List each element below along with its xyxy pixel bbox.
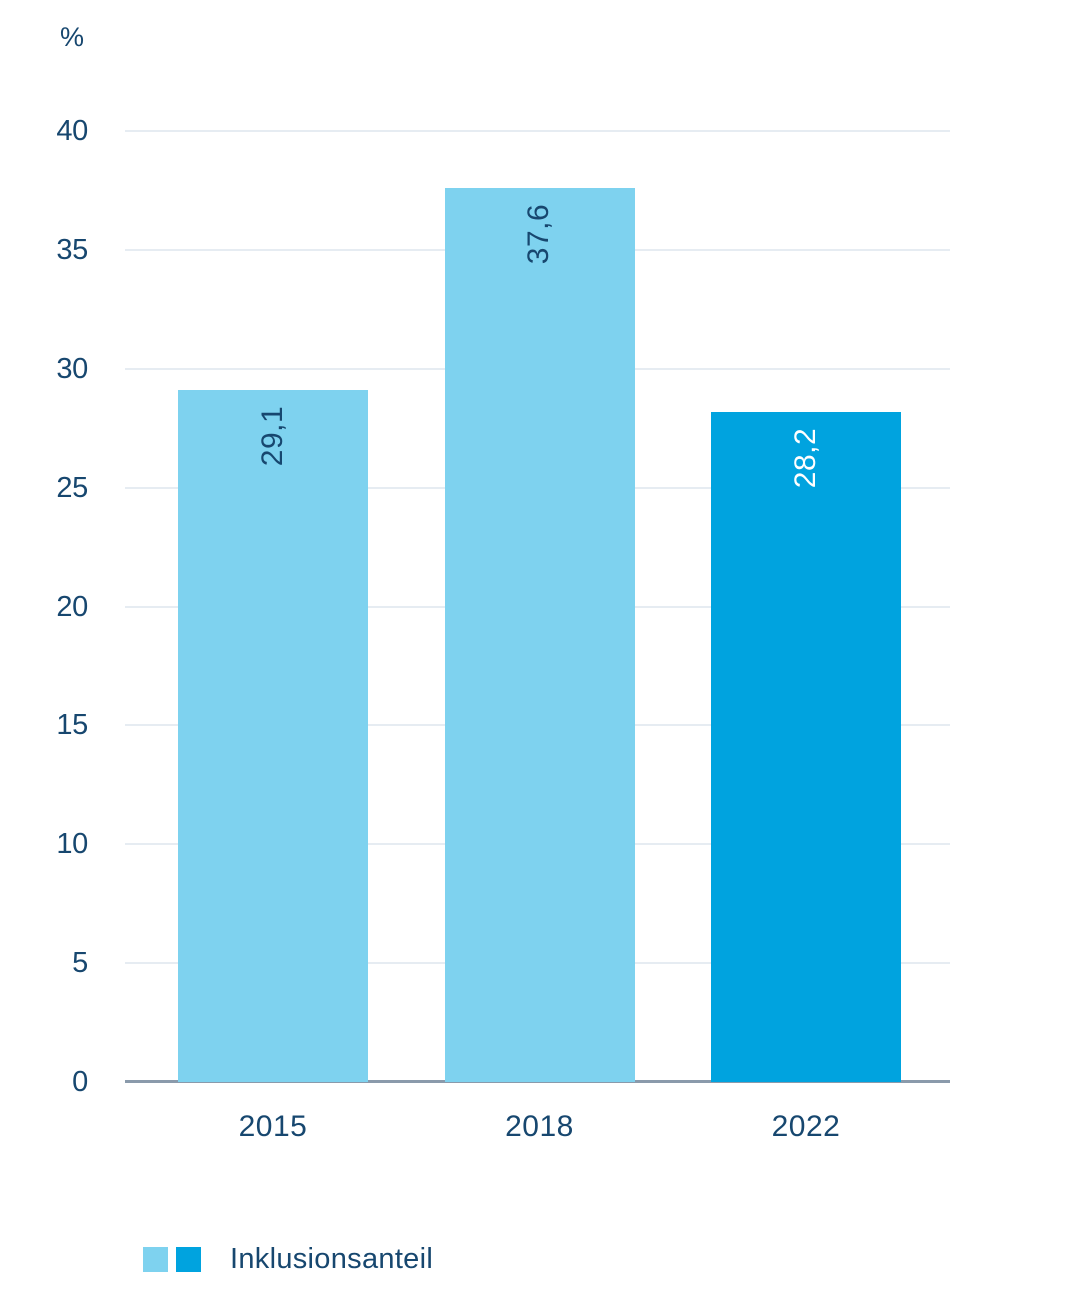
gridline-40: [125, 130, 950, 132]
y-axis-unit-label: %: [60, 22, 85, 52]
y-tick-label-35: 35: [56, 233, 88, 266]
plot-area: 29,1 37,6 28,2: [125, 130, 950, 1083]
legend-label: Inklusionsanteil: [230, 1243, 434, 1275]
legend-swatch-light-blue: [143, 1247, 168, 1272]
x-category-label-2022: 2022: [771, 1110, 841, 1143]
bar-value-label-2018: 37,6: [522, 203, 556, 265]
legend-swatch-dark-blue: [176, 1247, 201, 1272]
bar-value-wrap: 37,6: [445, 188, 635, 280]
y-tick-label-25: 25: [56, 471, 88, 504]
y-tick-label-20: 20: [56, 590, 88, 623]
x-axis: 2015 2018 2022: [0, 1106, 1080, 1154]
y-tick-label-10: 10: [56, 828, 88, 861]
y-tick-label-40: 40: [56, 115, 88, 147]
bar-2015: 29,1: [178, 390, 368, 1082]
bar-value-wrap: 29,1: [178, 390, 368, 482]
x-category-label-2015: 2015: [238, 1110, 308, 1143]
bar-2018: 37,6: [444, 188, 635, 1082]
bar-value-label-2022: 28,2: [788, 427, 822, 488]
y-tick-label-5: 5: [72, 947, 88, 980]
bar-2022: 28,2: [711, 411, 901, 1082]
y-tick-label-30: 30: [56, 352, 88, 385]
y-tick-label-0: 0: [72, 1066, 88, 1098]
legend: Inklusionsanteil: [143, 1243, 433, 1276]
bar-value-label-2015: 29,1: [255, 405, 289, 467]
x-category-label-2018: 2018: [505, 1110, 574, 1143]
bar-value-wrap: 28,2: [711, 412, 901, 504]
y-axis: 40 35 30 25 20 15 10 5 0: [0, 0, 88, 1296]
y-tick-label-15: 15: [56, 709, 88, 742]
